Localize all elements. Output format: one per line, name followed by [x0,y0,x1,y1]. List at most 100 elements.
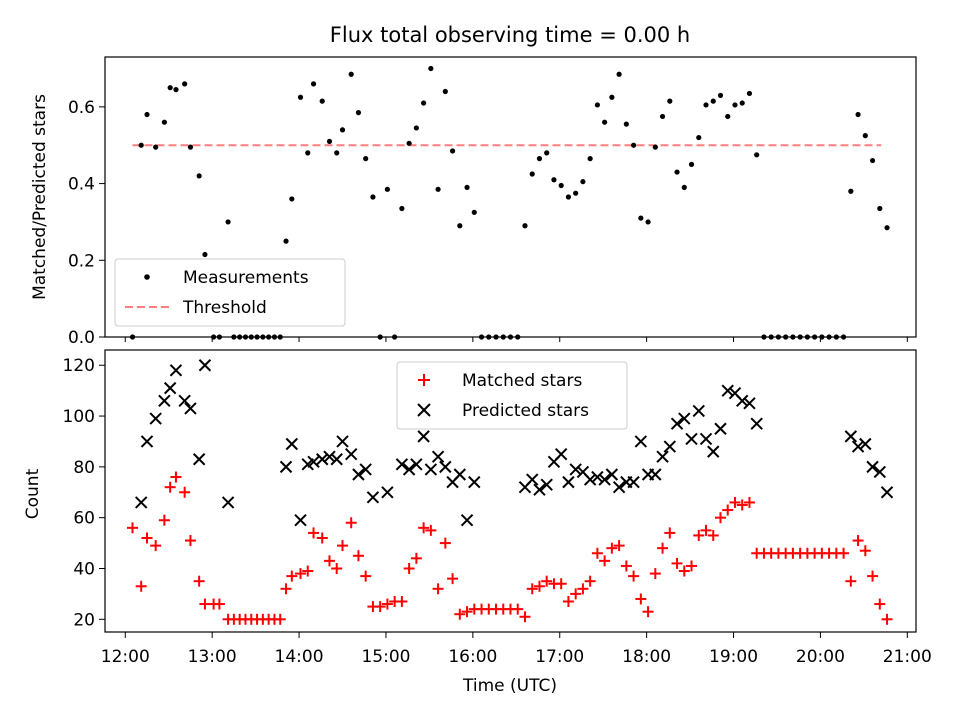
measurement-point [442,88,448,95]
predicted-star-point [192,453,206,466]
matched-star-point [555,578,567,590]
x-tick-label: 14:00 [275,647,324,667]
measurement-point [182,81,188,87]
measurement-point [187,144,194,150]
predicted-star-point [285,437,299,451]
measurement-point [355,110,362,116]
matched-star-point [562,596,574,608]
matched-star-point [671,557,683,569]
predicted-star-point [627,475,640,489]
matched-star-point [635,593,647,605]
predicted-star-point [468,475,481,489]
matched-star-point [512,603,524,615]
bottom-axis-ticks: 20 40 60 80 100 120 12:00 13:00 14:00 15:00 16:00 1… [63,356,932,667]
matched-star-point [599,555,611,567]
measurement-point [310,81,317,87]
matched-star-point [286,570,298,582]
matched-star-point [454,608,466,620]
measurement-point [529,171,535,177]
predicted-star-point [279,460,293,474]
predicted-star-point [323,450,336,463]
matched-star-point [213,598,225,610]
predicted-star-point [178,394,191,408]
matched-star-point [295,568,307,580]
x-tick-label: 13:00 [188,647,237,667]
matched-star-point [541,575,553,587]
matched-star-point [280,583,292,595]
predicted-star-point [359,463,372,476]
measurement-point [305,150,311,156]
predicted-star-point [424,463,438,476]
matched-star-point [396,596,408,608]
predicted-star-point [678,412,691,425]
measurement-point [754,152,760,158]
matched-star-point [170,471,182,483]
measurement-point [428,65,434,72]
top-axis-ticks: 0.0 0.2 0.4 0.6 [68,98,908,348]
measurement-point [739,100,745,106]
measurement-point [652,144,658,150]
predicted-star-point [395,458,409,471]
measurement-point [594,102,600,108]
predicted-star-point [750,417,763,430]
measurement-point [674,169,680,175]
predicted-star-point [583,473,597,486]
predicted-star-point [198,359,212,372]
measurement-point [421,100,427,106]
measurement-point [732,102,738,108]
measurement-point [144,111,150,118]
measurement-point [339,127,346,133]
measurement-point [551,177,557,183]
matched-star-point [141,532,153,544]
legend-label-measurements: Measurements [183,268,309,288]
measurement-point [638,215,644,221]
measurement-point [522,223,528,229]
matched-star-point [150,540,162,552]
top-y-tick-label: 0.2 [68,251,95,271]
measurement-point [616,71,622,77]
predicted-star-point [859,437,872,451]
predicted-star-point [330,453,343,466]
measurement-point [225,219,231,225]
measurement-point [283,238,289,244]
x-tick-label: 20:00 [796,647,845,667]
measurement-point [703,102,709,108]
matched-star-point [852,535,864,547]
measurement-point [855,111,861,118]
matched-star-point [447,573,459,585]
matched-star-point [874,598,886,610]
top-y-tick-label: 0.6 [68,98,95,118]
measurement-point [681,184,687,191]
measurement-point [580,179,586,185]
matched-star-point [374,601,386,613]
bottom-y-tick-label: 20 [73,610,95,630]
matched-star-point [649,568,661,580]
matched-star-point [584,575,596,587]
measurement-point [167,85,173,91]
matched-star-point [308,527,320,539]
matched-star-point [620,560,632,572]
predicted-star-point [685,432,698,446]
bottom-legend: Matched stars Predicted stars [396,361,628,430]
predicted-star-point [316,453,329,466]
predicted-star-point [714,422,727,435]
measurement-point [289,196,295,202]
matched-star-point [628,570,640,582]
measurement-point [153,144,159,150]
predicted-star-point [649,468,662,481]
matched-star-point [519,611,531,623]
x-tick-label: 21:00 [883,647,932,667]
x-tick-label: 19:00 [709,647,758,667]
measurement-point [587,156,593,162]
matched-star-point [642,606,654,618]
matched-star-point [707,529,719,541]
measurement-point [334,150,340,156]
predicted-star-point [344,447,358,461]
top-axes-frame [104,56,917,338]
bottom-y-tick-label: 100 [63,407,95,427]
predicted-star-point [851,440,865,453]
predicted-star-point [707,445,720,458]
matched-star-point [381,598,393,610]
predicted-star-point [402,463,416,476]
